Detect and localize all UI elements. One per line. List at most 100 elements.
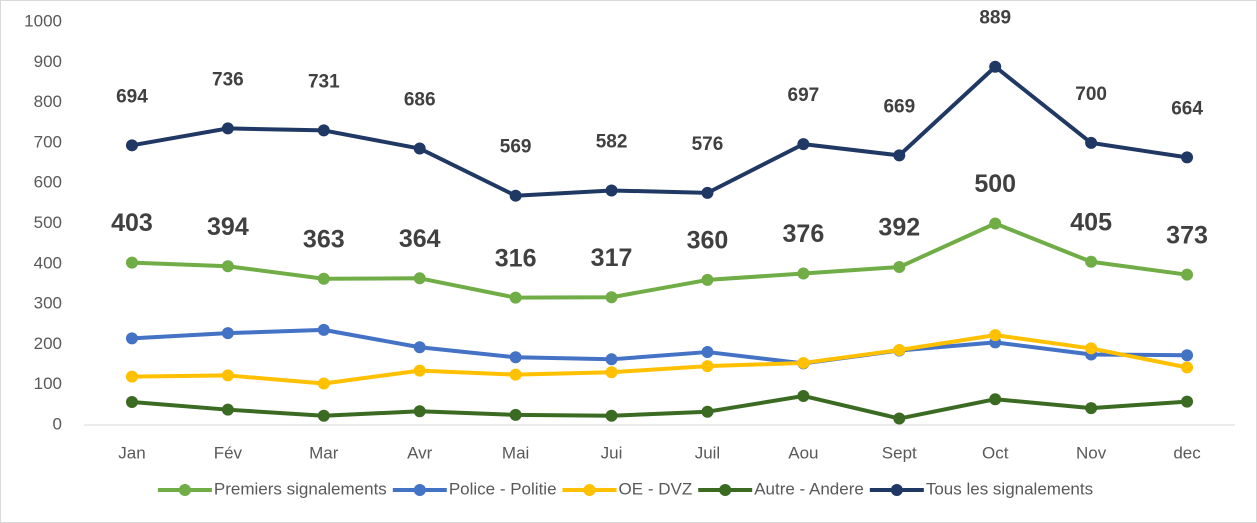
point — [797, 138, 810, 151]
point — [701, 186, 714, 199]
point — [893, 261, 906, 274]
y-tick-label: 400 — [34, 253, 62, 272]
data-label: 360 — [687, 227, 729, 255]
point — [893, 412, 906, 425]
legend-label: Autre - Andere — [754, 479, 864, 498]
point — [1181, 361, 1194, 374]
data-label: 569 — [500, 137, 532, 158]
y-tick-label: 700 — [34, 132, 62, 151]
point — [701, 273, 714, 286]
x-tick-label: Aou — [788, 443, 818, 462]
point — [221, 327, 234, 340]
point — [1181, 151, 1194, 164]
point — [413, 341, 426, 354]
point — [605, 409, 618, 422]
x-tick-label: Nov — [1076, 443, 1107, 462]
point — [797, 389, 810, 402]
data-label: 403 — [111, 209, 153, 237]
legend-label: Premiers signalements — [214, 479, 387, 498]
legend-label: Tous les signalements — [926, 479, 1093, 498]
data-label: 405 — [1070, 208, 1112, 236]
series-line — [131, 333, 1188, 386]
point — [509, 291, 522, 304]
data-label: 376 — [783, 220, 825, 248]
point — [1181, 395, 1194, 408]
data-label: 736 — [212, 69, 244, 90]
x-tick-label: Jan — [118, 443, 145, 462]
point — [1085, 342, 1098, 355]
point — [221, 369, 234, 382]
point — [509, 351, 522, 364]
point — [701, 360, 714, 373]
point — [893, 344, 906, 357]
point — [989, 329, 1002, 342]
data-label: 669 — [883, 96, 915, 117]
point — [1085, 136, 1098, 149]
x-tick-label: Jui — [601, 443, 623, 462]
data-label: 363 — [303, 225, 345, 253]
point — [125, 370, 138, 383]
data-label: 664 — [1171, 98, 1203, 119]
y-tick-label: 600 — [34, 173, 62, 192]
legend-marker — [178, 484, 191, 496]
point — [125, 139, 138, 152]
point — [317, 272, 330, 285]
point — [221, 122, 234, 135]
point — [509, 189, 522, 202]
series-line — [131, 64, 1188, 198]
data-label: 316 — [495, 244, 537, 272]
point — [125, 396, 138, 409]
point — [1085, 402, 1098, 415]
x-tick-label: Sept — [882, 443, 917, 462]
y-tick-label: 1000 — [24, 11, 62, 30]
data-label: 694 — [116, 86, 148, 107]
legend-label: OE - DVZ — [619, 479, 693, 498]
data-label: 576 — [692, 134, 724, 155]
legend-marker — [413, 484, 426, 496]
x-tick-label: Avr — [407, 443, 433, 462]
data-label: 582 — [596, 131, 628, 152]
x-tick-label: Mai — [502, 443, 529, 462]
data-label: 373 — [1166, 221, 1208, 249]
y-tick-label: 200 — [34, 334, 62, 353]
data-label: 392 — [878, 214, 920, 242]
y-tick-label: 800 — [34, 92, 62, 111]
point — [317, 323, 330, 336]
data-label: 731 — [308, 71, 340, 92]
point — [221, 260, 234, 273]
legend-marker — [719, 484, 732, 496]
point — [1085, 255, 1098, 268]
y-tick-label: 900 — [34, 52, 62, 71]
point — [1181, 349, 1194, 362]
point — [797, 356, 810, 369]
y-tick-label: 100 — [34, 374, 62, 393]
point — [509, 408, 522, 421]
point — [605, 353, 618, 366]
x-tick-label: Mar — [309, 443, 339, 462]
point — [413, 364, 426, 377]
point — [317, 409, 330, 422]
point — [989, 393, 1002, 406]
legend-marker — [583, 484, 596, 496]
x-tick-label: Oct — [982, 443, 1009, 462]
point — [413, 405, 426, 418]
x-tick-label: Fév — [214, 443, 243, 462]
data-label: 364 — [399, 225, 441, 253]
point — [701, 405, 714, 418]
y-tick-label: 300 — [34, 294, 62, 313]
point — [701, 346, 714, 359]
data-label: 317 — [591, 244, 633, 272]
data-label: 697 — [788, 85, 820, 106]
legend-label: Police - Politie — [449, 479, 557, 498]
y-tick-label: 500 — [34, 213, 62, 232]
point — [893, 149, 906, 162]
point — [797, 267, 810, 280]
data-label: 889 — [979, 8, 1011, 29]
series-line — [131, 221, 1188, 300]
x-tick-label: dec — [1173, 443, 1201, 462]
legend-marker — [890, 484, 903, 496]
data-label: 700 — [1075, 84, 1107, 105]
point — [413, 272, 426, 285]
